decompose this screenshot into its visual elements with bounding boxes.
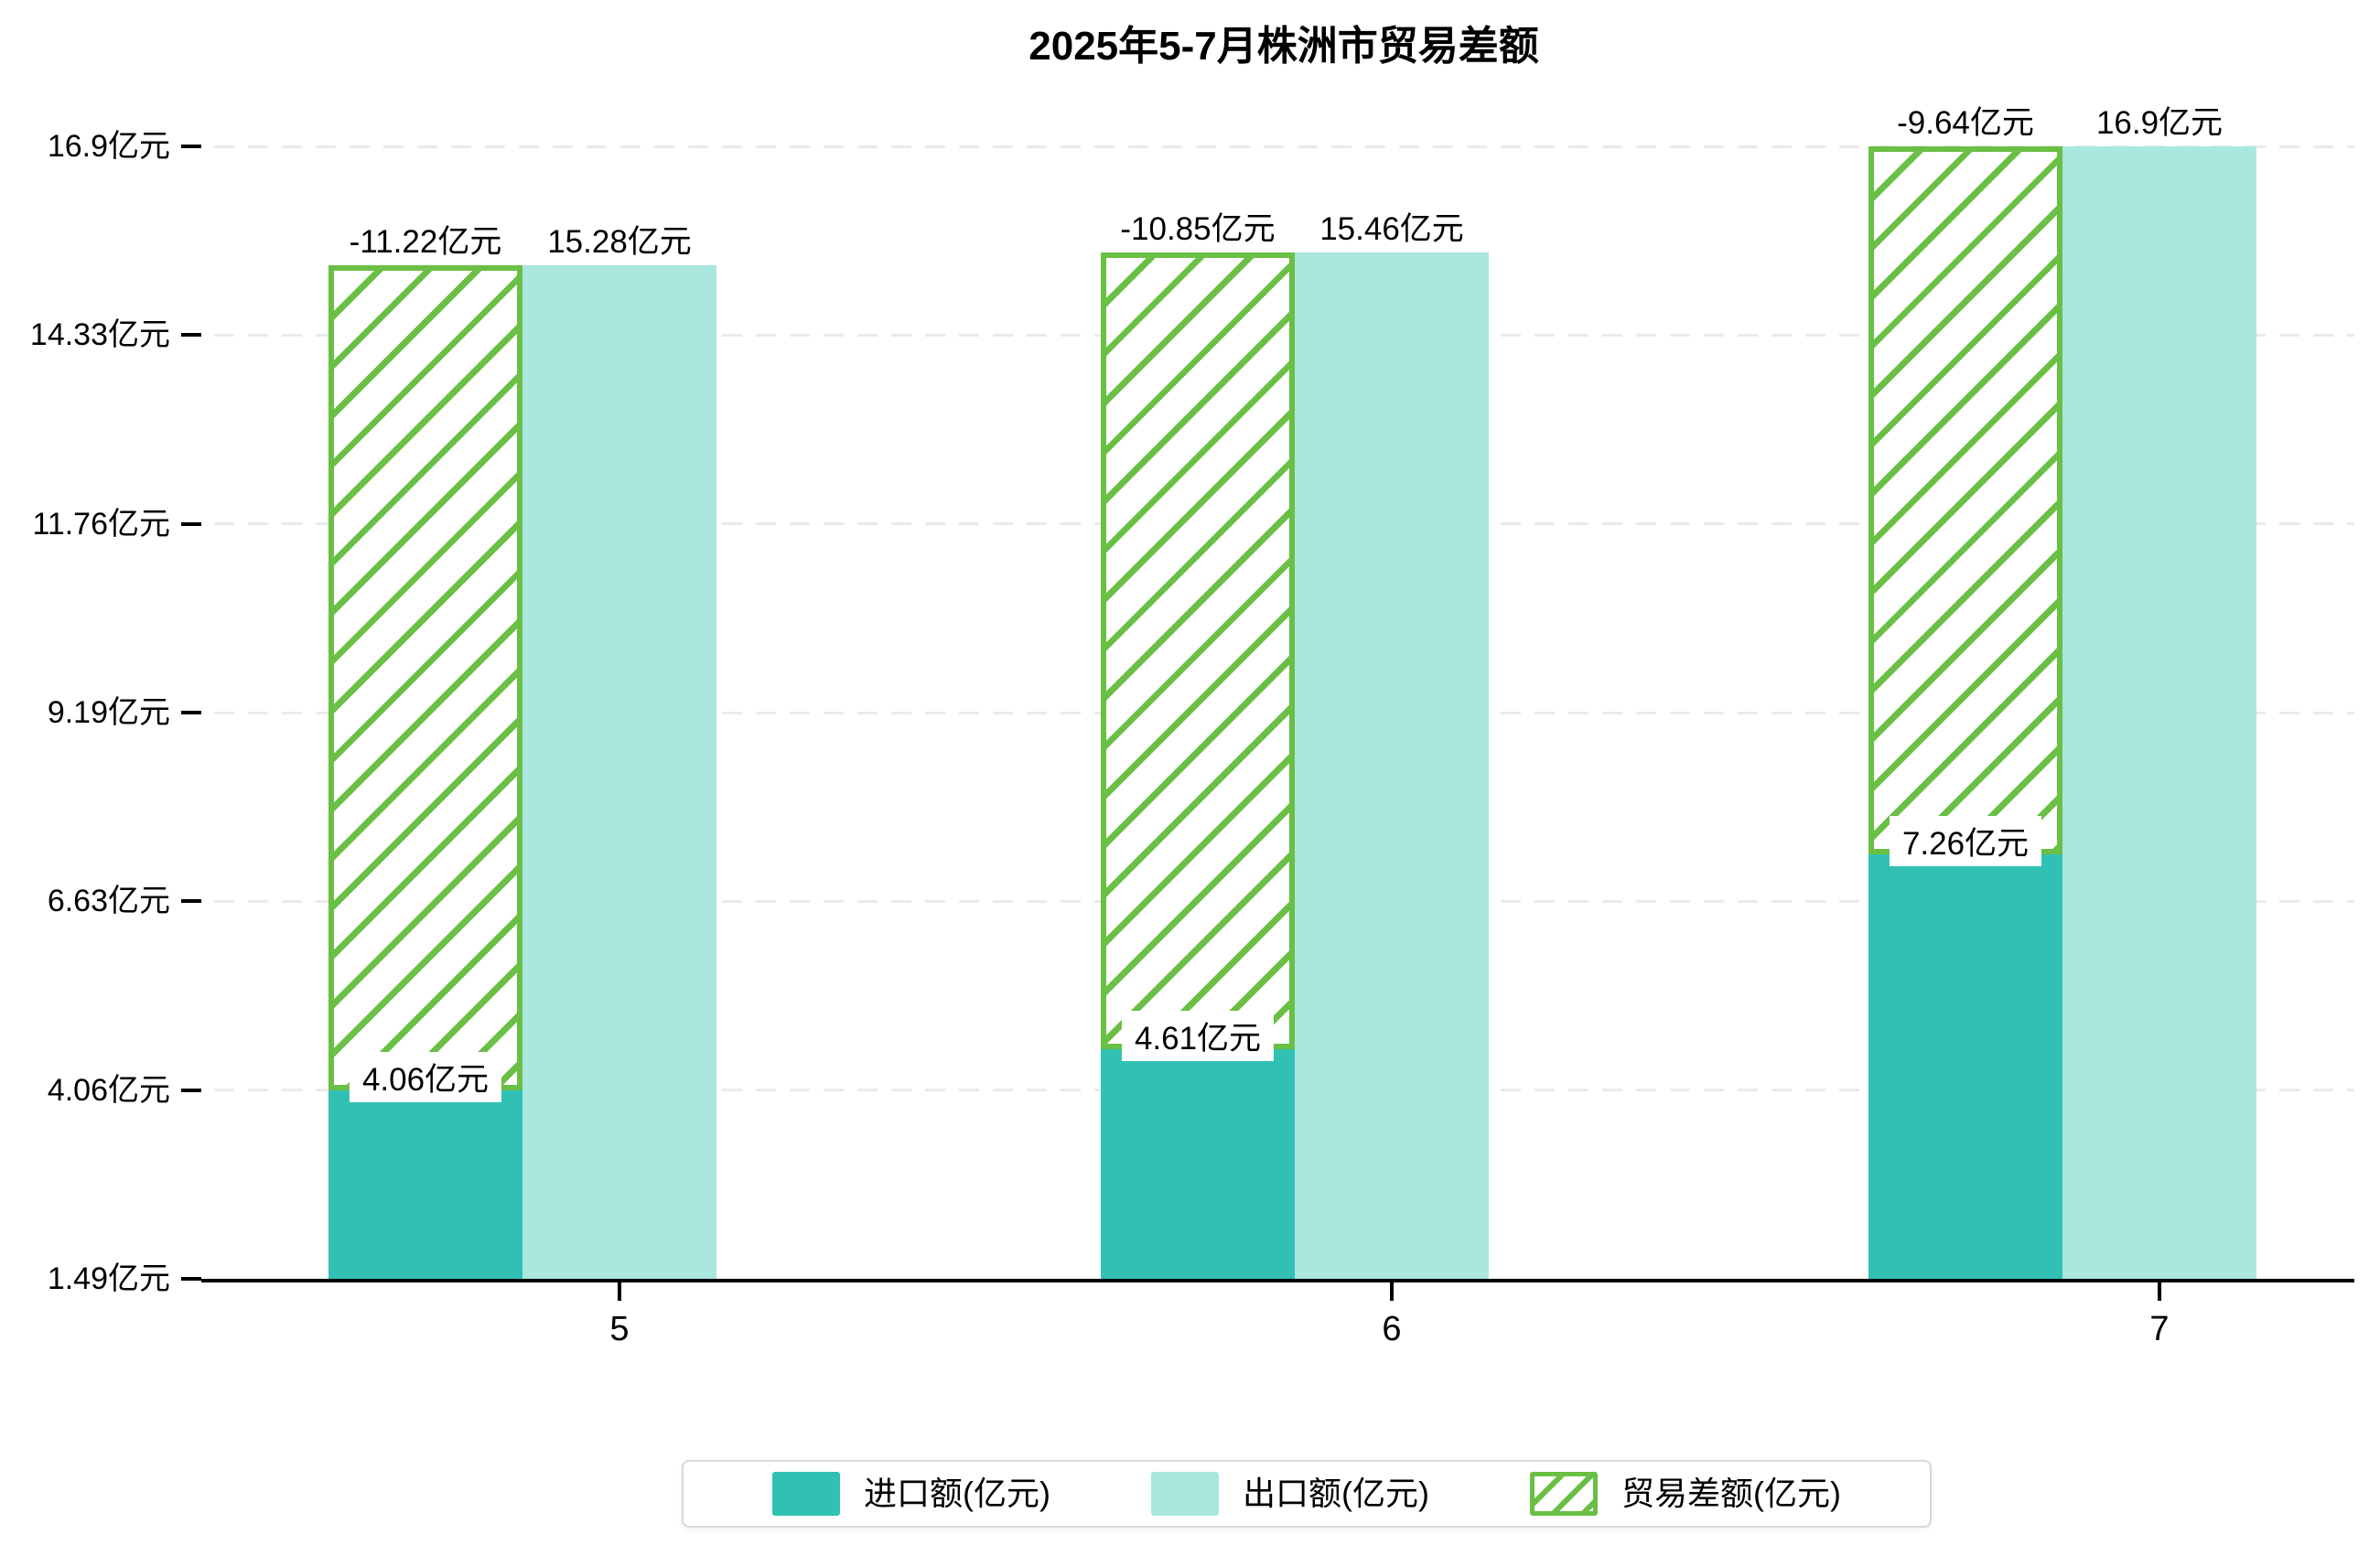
y-axis-label: 1.49亿元 (47, 1261, 170, 1296)
x-tick-mark (1390, 1282, 1394, 1301)
y-axis-label: 14.33亿元 (29, 317, 170, 353)
legend-item-trade-balance[interactable]: 贸易差额(亿元) (1529, 1472, 1841, 1516)
legend-label-export: 出口额(亿元) (1243, 1475, 1429, 1512)
legend-item-import[interactable]: 进口额(亿元) (772, 1472, 1050, 1516)
legend-swatch-export (1151, 1472, 1219, 1516)
y-axis-label: 9.19亿元 (47, 695, 170, 731)
x-axis-label: 5 (609, 1310, 630, 1348)
bar-import[interactable] (1868, 854, 2062, 1279)
y-tick-mark (181, 145, 201, 148)
x-tick-mark (2158, 1282, 2161, 1301)
y-tick-mark (181, 1088, 201, 1092)
x-axis-label: 6 (1382, 1310, 1402, 1348)
y-axis-label: 4.06亿元 (47, 1072, 170, 1108)
value-label-import: 7.26亿元 (1889, 816, 2042, 867)
value-label-import: 4.61亿元 (1121, 1011, 1275, 1062)
x-tick-mark (618, 1282, 621, 1301)
legend-swatch-import (772, 1472, 841, 1516)
y-tick-mark (181, 899, 201, 904)
bar-trade-balance[interactable] (1868, 146, 2062, 855)
bar-import[interactable] (1101, 1049, 1295, 1279)
x-axis-label: 7 (2149, 1310, 2170, 1348)
y-axis-label: 6.63亿元 (47, 884, 170, 919)
x-axis-line (201, 1279, 2354, 1282)
value-label-trade-balance: -10.85亿元 (1111, 200, 1285, 252)
bar-trade-balance[interactable] (328, 265, 522, 1090)
bar-export[interactable] (1295, 252, 1489, 1279)
gridline (214, 145, 2354, 148)
bar-trade-balance[interactable] (1101, 252, 1295, 1050)
legend-label-trade-balance: 贸易差额(亿元) (1621, 1475, 1841, 1512)
bar-import[interactable] (328, 1089, 522, 1279)
value-label-export: 16.9亿元 (2086, 95, 2233, 145)
y-axis-label: 16.9亿元 (47, 129, 170, 164)
value-label-export: 15.28亿元 (538, 214, 701, 265)
legend-swatch-trade-balance-hatch (1529, 1472, 1598, 1516)
y-axis-label: 11.76亿元 (32, 506, 170, 542)
y-tick-mark (181, 711, 201, 715)
chart-title: 2025年5-7月株洲市贸易差额 (1028, 24, 1539, 69)
value-label-import: 4.06亿元 (349, 1051, 502, 1102)
value-label-trade-balance: -9.64亿元 (1888, 95, 2043, 145)
legend: 进口额(亿元) 出口额(亿元) 贸易差额(亿元) (682, 1460, 1932, 1528)
legend-item-export[interactable]: 出口额(亿元) (1151, 1472, 1429, 1516)
y-tick-mark (181, 1277, 201, 1281)
legend-label-import: 进口额(亿元) (864, 1475, 1050, 1512)
bar-export[interactable] (2062, 146, 2256, 1279)
value-label-export: 15.46亿元 (1310, 200, 1473, 252)
y-tick-mark (181, 333, 201, 338)
y-tick-mark (181, 521, 201, 526)
value-label-trade-balance: -11.22亿元 (339, 214, 512, 265)
bar-export[interactable] (522, 265, 716, 1279)
